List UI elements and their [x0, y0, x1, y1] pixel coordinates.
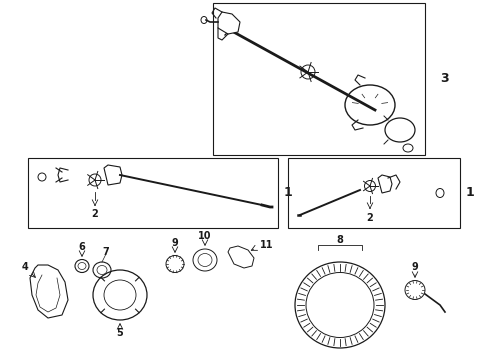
Text: 4: 4	[22, 262, 28, 272]
Text: 7: 7	[102, 247, 109, 257]
Text: 8: 8	[337, 235, 343, 245]
Bar	[28, 158, 278, 228]
Text: 1: 1	[466, 185, 475, 198]
Text: 9: 9	[172, 238, 178, 248]
Text: 6: 6	[78, 242, 85, 252]
Text: 10: 10	[198, 231, 212, 241]
Text: 1: 1	[284, 185, 293, 198]
Text: 3: 3	[440, 72, 449, 85]
Polygon shape	[228, 246, 254, 268]
Text: 2: 2	[367, 213, 373, 223]
Polygon shape	[30, 265, 68, 318]
Polygon shape	[378, 175, 392, 193]
Text: 2: 2	[92, 209, 98, 219]
Bar	[288, 158, 460, 228]
Polygon shape	[218, 12, 240, 34]
Polygon shape	[104, 165, 122, 185]
Text: 11: 11	[260, 240, 273, 250]
Text: 5: 5	[117, 328, 123, 338]
Text: 9: 9	[412, 262, 418, 272]
Bar	[213, 3, 425, 155]
